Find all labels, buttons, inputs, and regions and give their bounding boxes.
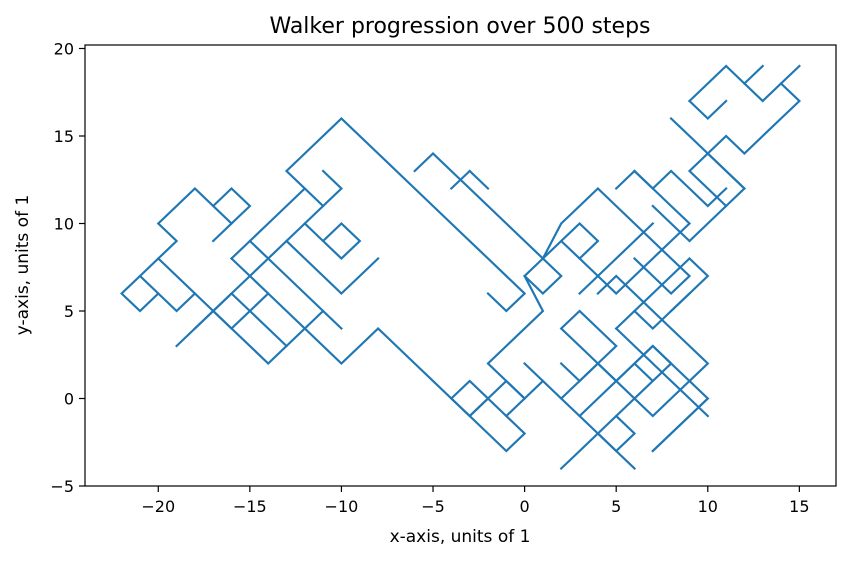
y-tick-label: 0 <box>64 390 74 409</box>
walk-segment-21 <box>541 186 692 296</box>
walk-segment-9 <box>229 169 343 261</box>
walk-segment-0 <box>120 274 160 313</box>
y-tick-label: 10 <box>54 215 74 234</box>
y-tick-label: 15 <box>54 127 74 146</box>
walk-segment-10 <box>248 239 325 313</box>
walk-segment-12 <box>303 221 362 261</box>
x-axis-ticks: −20 −15 −10 −5 0 5 10 15 <box>141 486 810 516</box>
walk-segment-31 <box>632 169 728 208</box>
chart-title: Walker progression over 500 steps <box>269 14 650 39</box>
walk-segment-16 <box>468 169 490 191</box>
walk-segment-15 <box>449 169 472 191</box>
walk-segment-34 <box>687 64 801 208</box>
walk-segment-37 <box>687 99 728 121</box>
walk-segment-3 <box>211 186 252 226</box>
x-tick-label: 15 <box>789 497 809 516</box>
walk-segment-20 <box>523 309 692 401</box>
walk-segment-8 <box>229 256 343 331</box>
walk-segment-35 <box>742 64 765 86</box>
walk-segment-6 <box>193 291 270 331</box>
plot-frame <box>84 44 837 487</box>
walk-segment-14 <box>413 151 600 296</box>
walk-segment-23 <box>578 414 637 453</box>
walk-segment-11 <box>284 239 380 296</box>
walk-segment-4 <box>193 291 527 418</box>
x-tick-label: −20 <box>141 497 175 516</box>
walk-segment-32 <box>632 256 710 313</box>
walk-segment-26 <box>578 221 655 296</box>
series-layer <box>120 64 801 471</box>
x-tick-label: 5 <box>611 497 621 516</box>
y-tick-label: 20 <box>54 40 74 59</box>
walk-segment-7 <box>211 309 289 348</box>
walk-segment-39 <box>651 396 710 453</box>
walk-segment-40 <box>706 151 746 191</box>
walk-segment-36 <box>779 64 801 86</box>
y-tick-label: −5 <box>50 477 74 496</box>
walk-segment-33 <box>651 116 746 243</box>
y-axis-label: y-axis, units of 1 <box>13 195 33 336</box>
walk-segment-19 <box>468 414 527 453</box>
walk-segment-18 <box>449 379 490 418</box>
walk-segment-13 <box>284 116 527 313</box>
walk-segment-2 <box>156 186 234 261</box>
walk-segment-24 <box>614 379 710 453</box>
y-axis-ticks: −5 0 5 10 15 20 <box>50 40 85 496</box>
x-tick-label: −15 <box>233 497 267 516</box>
x-tick-label: 0 <box>520 497 530 516</box>
x-tick-label: −5 <box>421 497 445 516</box>
walk-segment-17 <box>486 274 545 401</box>
x-tick-label: −10 <box>325 497 359 516</box>
x-axis-label: x-axis, units of 1 <box>390 527 531 547</box>
x-tick-label: 10 <box>698 497 718 516</box>
y-tick-label: 5 <box>64 302 74 321</box>
walk-segment-38 <box>559 431 637 471</box>
walk-segment-30 <box>614 344 673 401</box>
